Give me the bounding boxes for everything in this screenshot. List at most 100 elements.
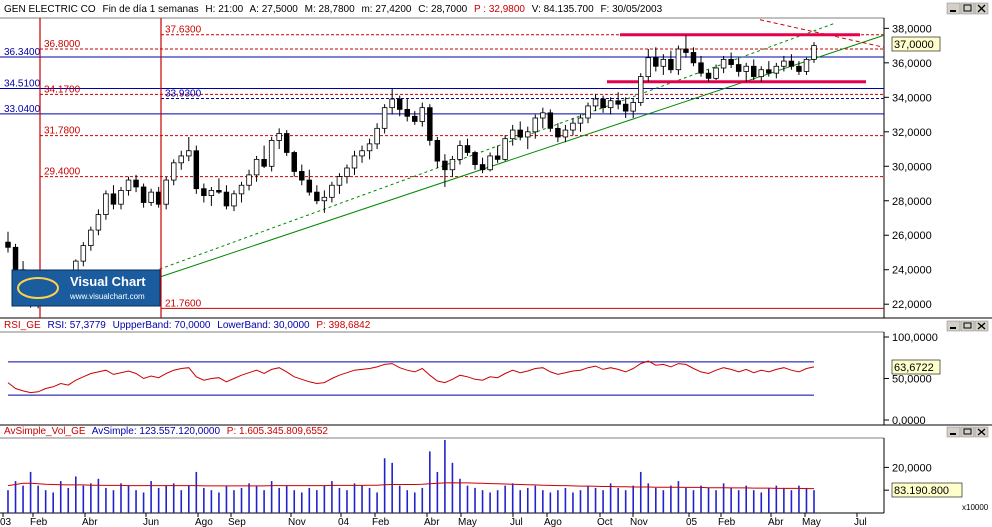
candle: [148, 188, 154, 206]
current-price-marker: 37,0000: [891, 36, 941, 52]
candle: [487, 152, 493, 172]
candle: [314, 185, 320, 205]
minimize-button[interactable]: [946, 2, 961, 15]
candle-body: [170, 162, 177, 181]
candle: [231, 190, 237, 212]
rsi-current-box: [891, 359, 941, 375]
candle-body: [336, 176, 343, 186]
candle-body: [653, 57, 659, 67]
candle-body: [487, 155, 493, 171]
candle-body: [472, 152, 478, 165]
candle: [668, 50, 674, 74]
candle: [540, 107, 546, 129]
candle-body: [427, 107, 433, 141]
candle: [201, 183, 207, 203]
logo-swoosh-icon: [17, 277, 59, 299]
x-tick-label: 04: [338, 517, 350, 527]
candle: [95, 209, 102, 236]
candle: [404, 99, 410, 122]
candle-body: [705, 72, 712, 79]
candle-body: [555, 127, 561, 138]
candle: [502, 135, 508, 162]
candle-body: [449, 158, 456, 171]
candle-body: [600, 98, 606, 109]
candle-body: [796, 65, 802, 72]
x-tick-label: Nov: [630, 517, 648, 527]
candle: [170, 159, 177, 186]
candle-body: [344, 167, 350, 178]
candle-body: [660, 58, 667, 67]
rsi-minimize-button[interactable]: [946, 320, 961, 332]
candle-body: [494, 155, 501, 160]
rsi-maximize-button[interactable]: [960, 320, 975, 332]
candle-body: [630, 102, 636, 112]
candle: [751, 59, 757, 81]
candle-body: [457, 145, 463, 160]
candle: [517, 121, 523, 141]
candle-body: [592, 98, 599, 107]
candle-body: [698, 62, 704, 74]
candle-body: [615, 100, 621, 105]
candle: [193, 145, 200, 194]
rsi-axis-ticks: 100,0000 50,0000 0,0000: [884, 332, 938, 427]
candle: [351, 150, 358, 175]
candle: [419, 102, 426, 127]
candle: [525, 126, 531, 150]
price-tick-label: 36,0000: [892, 58, 932, 70]
candle: [336, 173, 343, 194]
candle-body: [773, 65, 780, 74]
candle-body: [396, 98, 403, 110]
candle-body: [80, 245, 87, 262]
candle: [705, 69, 712, 82]
candle-body: [163, 179, 169, 205]
candle-body: [751, 65, 757, 78]
logo-url: www.visualchart.com: [69, 292, 145, 301]
candle: [291, 150, 297, 177]
x-tick-label: Abr: [424, 517, 440, 527]
candlestick-series: [5, 35, 817, 309]
x-tick-label: Ago: [544, 517, 562, 527]
x-tick-label: Jul: [510, 517, 523, 527]
candle: [653, 47, 659, 72]
vol-maximize-button[interactable]: [960, 426, 975, 438]
maximize-button[interactable]: [960, 2, 975, 15]
candle-body: [268, 140, 275, 167]
candle: [811, 42, 817, 63]
candle-body: [690, 52, 697, 64]
candle-body: [675, 48, 682, 71]
window-buttons-main: [946, 2, 989, 15]
candle: [246, 169, 252, 191]
level-label: 21.7600: [165, 298, 202, 309]
candle: [381, 104, 388, 134]
main-panel: GEN ELECTRIC CO Fin de día 1 semanas H: …: [0, 2, 992, 319]
candle: [208, 186, 215, 206]
candle-body: [788, 60, 795, 67]
candle: [758, 66, 765, 82]
candle-body: [532, 117, 539, 133]
candle: [133, 174, 139, 193]
vol-minimize-button[interactable]: [946, 426, 961, 438]
candle-body: [208, 190, 215, 196]
candle-body: [781, 60, 787, 67]
candle-body: [351, 155, 358, 169]
candle-body: [743, 65, 749, 72]
candle: [464, 138, 471, 156]
x-tick-label: Feb: [30, 517, 48, 527]
candle-body: [321, 196, 328, 202]
level-label: 31.7800: [44, 126, 81, 137]
candle: [88, 226, 94, 251]
chart-header: GEN ELECTRIC CO Fin de día 1 semanas H: …: [4, 4, 663, 15]
x-tick-label: 03: [0, 517, 12, 527]
candle: [796, 61, 802, 75]
candle: [600, 95, 606, 113]
candle: [622, 97, 629, 118]
candle: [125, 176, 132, 196]
candle: [321, 190, 328, 213]
candle-body: [216, 190, 222, 193]
rsi-close-icon: [977, 322, 986, 330]
candle-body: [509, 129, 516, 140]
candle-body: [133, 179, 139, 188]
candle-body: [103, 193, 109, 215]
price-axis-ticks: 38,0000 36,0000 34,0000 32,0000 30,0000 28,00…: [884, 23, 932, 311]
candle: [592, 93, 599, 112]
